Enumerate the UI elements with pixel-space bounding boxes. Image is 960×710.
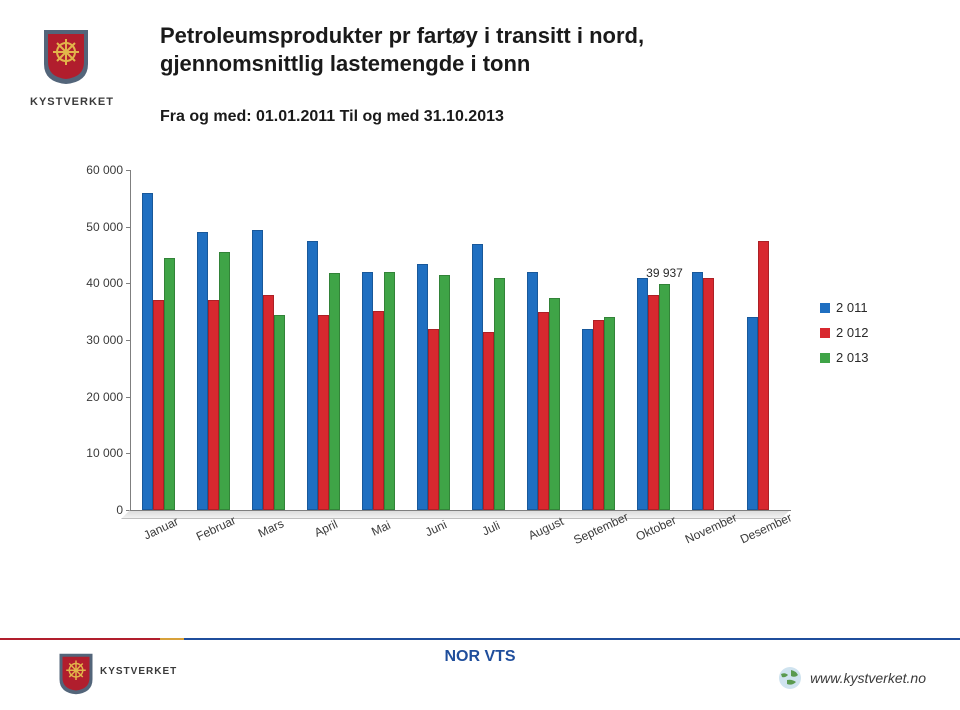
- bar-chart: 010 00020 00030 00040 00050 00060 000 39…: [75, 170, 885, 560]
- kystverket-logo: [42, 28, 90, 86]
- bar: [307, 241, 318, 510]
- bar: [142, 193, 153, 510]
- bar: [604, 317, 615, 510]
- bar: [329, 273, 340, 510]
- slide-subtitle: Fra og med: 01.01.2011 Til og med 31.10.…: [160, 108, 504, 126]
- bar: [637, 278, 648, 510]
- footer-url[interactable]: www.kystverket.no: [778, 666, 926, 690]
- plot-area: 39 937: [130, 170, 791, 511]
- x-tick-label: Mars: [255, 516, 285, 540]
- y-tick-label: 50 000: [86, 220, 123, 234]
- bar: [527, 272, 538, 510]
- legend-item: 2 012: [820, 325, 869, 340]
- bar: [483, 332, 494, 511]
- bar: [692, 272, 703, 510]
- y-tick-label: 60 000: [86, 163, 123, 177]
- legend-label: 2 013: [836, 350, 869, 365]
- bar: [538, 312, 549, 510]
- legend-label: 2 011: [836, 300, 868, 315]
- footer-center-text: NOR VTS: [0, 648, 960, 666]
- brand-name: KYSTVERKET: [30, 96, 114, 108]
- bar: [318, 315, 329, 511]
- bar: [153, 300, 164, 510]
- bar: [439, 275, 450, 510]
- bar: [362, 272, 373, 510]
- bar: [197, 232, 208, 510]
- bar: [384, 272, 395, 510]
- bar: [373, 311, 384, 510]
- legend-item: 2 013: [820, 350, 869, 365]
- bar-data-label: 39 937: [646, 266, 683, 280]
- bar: [164, 258, 175, 510]
- y-tick-label: 30 000: [86, 333, 123, 347]
- y-tick-label: 20 000: [86, 390, 123, 404]
- y-tick-label: 10 000: [86, 446, 123, 460]
- bar: [648, 295, 659, 510]
- footer-divider-blue: [184, 638, 960, 640]
- slide-title: Petroleumsprodukter pr fartøy i transitt…: [160, 22, 920, 77]
- bar: [263, 295, 274, 510]
- bar: [208, 300, 219, 510]
- bar: [593, 320, 604, 510]
- y-tick-label: 40 000: [86, 276, 123, 290]
- bar: [659, 284, 670, 510]
- slide: KYSTVERKET Petroleumsprodukter pr fartøy…: [0, 0, 960, 710]
- footer-url-text: www.kystverket.no: [810, 670, 926, 686]
- bar: [274, 315, 285, 511]
- x-tick-label: Mai: [369, 518, 392, 539]
- bar: [747, 317, 758, 510]
- bar: [428, 329, 439, 510]
- x-tick-label: April: [312, 517, 340, 540]
- title-line2: gjennomsnittlig lastemengde i tonn: [160, 51, 530, 76]
- legend: 2 011 2 012 2 013: [820, 300, 869, 375]
- bar: [417, 264, 428, 511]
- bar: [472, 244, 483, 510]
- bar: [582, 329, 593, 510]
- bar: [703, 278, 714, 510]
- legend-swatch: [820, 353, 830, 363]
- footer-divider: [0, 638, 960, 640]
- footer-divider-gold: [160, 638, 184, 640]
- bar: [549, 298, 560, 511]
- bar: [494, 278, 505, 510]
- footer-divider-red: [0, 638, 160, 640]
- bar: [758, 241, 769, 510]
- legend-item: 2 011: [820, 300, 869, 315]
- legend-label: 2 012: [836, 325, 869, 340]
- y-tick-label: 0: [116, 503, 123, 517]
- legend-swatch: [820, 303, 830, 313]
- footer-brand: KYSTVERKET: [100, 666, 177, 677]
- x-tick-label: Juli: [479, 518, 501, 538]
- footer: KYSTVERKET NOR VTS www.kystverket.no: [0, 638, 960, 710]
- title-line1: Petroleumsprodukter pr fartøy i transitt…: [160, 23, 644, 48]
- globe-icon: [778, 666, 802, 690]
- bar: [252, 230, 263, 511]
- x-tick-label: Juni: [423, 517, 449, 539]
- legend-swatch: [820, 328, 830, 338]
- bar: [219, 252, 230, 510]
